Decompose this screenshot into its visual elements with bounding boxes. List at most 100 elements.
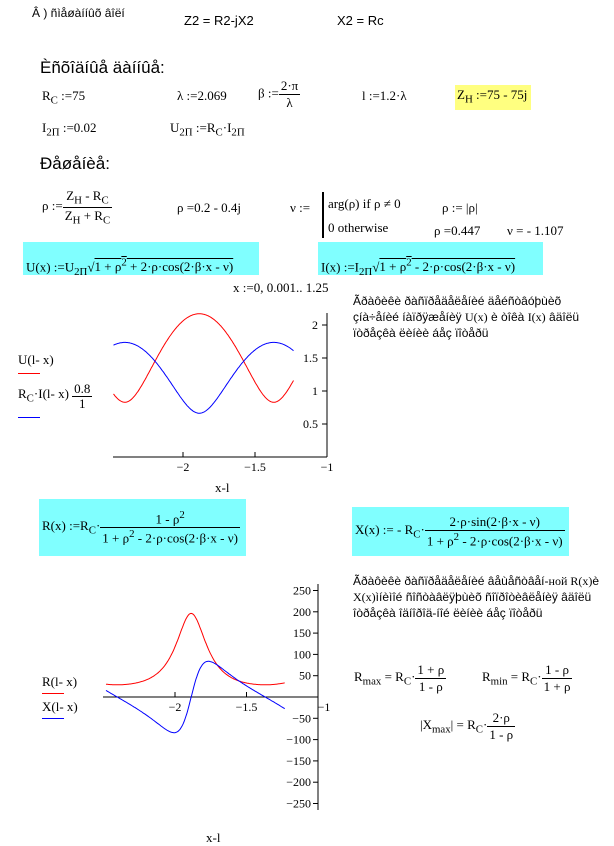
x-den: 1 + ρ2 - 2·ρ·cos(2·β·x - ν)	[426, 530, 563, 549]
plot2-xtick-label: −1.5	[236, 700, 258, 714]
xmax-lhs: |Xmax| = RC·	[420, 717, 488, 737]
legend-i-line	[18, 417, 40, 418]
r-lhs: R(x) :=RC·	[42, 518, 101, 537]
x-num: 2·ρ·sin(2·β·x - ν)	[424, 514, 565, 531]
plot1-ytick-label: 1.5	[303, 351, 318, 365]
solution-heading: Ðåøåíèå:	[40, 154, 110, 173]
xmax-fraction: 2·ρ 1 - ρ	[487, 710, 516, 743]
rmin-num: 1 - ρ	[541, 662, 573, 679]
r-num: 1 - ρ2	[100, 509, 240, 528]
l-def[interactable]: l :=1.2·λ	[362, 88, 407, 103]
plot2-series-r	[105, 612, 285, 686]
xmax-den: 1 - ρ	[489, 727, 514, 742]
legend-r: R(l- x)	[42, 674, 78, 689]
i-function-def[interactable]: I(x) :=I2П√1 + ρ2 - 2·ρ·cos(2·β·x - ν)	[318, 242, 543, 278]
plot1-xtick-label: −2	[177, 460, 190, 474]
legend-i: RC·I(l- x)	[18, 386, 69, 405]
plot2-xtick-label: −1	[318, 700, 331, 714]
plot2-ytick-label: −100	[286, 733, 311, 747]
xmax-formula: |Xmax| = RC· 2·ρ 1 - ρ	[420, 710, 516, 743]
plot1-xtick-label: −1.5	[244, 460, 266, 474]
plot2-ytick-label: −150	[286, 754, 311, 768]
legend-u: U(l- x)	[18, 352, 54, 367]
rx-plot-note: Ãðàôèêè ðàñïðåäåëåíèé âåùåñòâåí-ной R(x)…	[353, 574, 600, 620]
rho-fraction: ZH - RC ZH + RC	[62, 188, 113, 227]
zh-def[interactable]: ZH :=75 - 75j	[455, 85, 532, 110]
plot1-xlabel: x-l	[215, 480, 230, 495]
xmax-num: 2·ρ	[487, 710, 516, 727]
legend-r-line	[42, 693, 64, 694]
x-function-def[interactable]: X(x) := - RC· 2·ρ·sin(2·β·x - ν) 1 + ρ2 - …	[352, 507, 569, 556]
rho-def[interactable]: ρ := ZH - RC ZH + RC	[42, 188, 113, 227]
plot2-ytick-label: 50	[299, 669, 311, 683]
rmax-num: 1 + ρ	[415, 662, 447, 679]
plot1-ytick-label: 1	[312, 384, 318, 398]
rmin-den: 1 + ρ	[543, 679, 571, 694]
legend-k: 0.8 1	[72, 381, 93, 411]
rmin-lhs: Rmin = RC·	[482, 669, 542, 689]
nu-value: ν = - 1.107	[507, 223, 564, 238]
plot2-ytick-label: −200	[286, 775, 311, 789]
header-variant: Â ) ñìåøàííûõ âîëí	[32, 6, 125, 20]
beta-den: λ	[286, 95, 293, 110]
plot2-xtick-label: −2	[169, 700, 182, 714]
nu-case1: arg(ρ) if ρ ≠ 0	[328, 196, 401, 211]
rmax-lhs: Rmax = RC·	[354, 669, 416, 689]
given-heading: Èñõîäíûå äàííûå:	[40, 58, 165, 77]
plot2-ytick-label: −250	[286, 797, 311, 811]
i2p-def[interactable]: I2П :=0.02	[42, 120, 97, 139]
plot2-ytick-label: 100	[293, 647, 311, 661]
legend-u-line	[18, 373, 40, 374]
legend-x: X(l- x)	[42, 699, 78, 714]
u-function-def[interactable]: U(x) :=U2П√1 + ρ2 + 2·ρ·cos(2·β·x - ν)	[23, 242, 259, 278]
beta-lhs: β :=	[258, 85, 279, 101]
legend-x-line	[42, 718, 64, 719]
plot1-series-i	[113, 341, 294, 414]
rc-def[interactable]: RC :=75	[42, 88, 86, 107]
plot2-ytick-label: 150	[293, 626, 311, 640]
beta-num: 2·π	[278, 78, 301, 95]
rho-abs-value: ρ =0.447	[434, 223, 481, 238]
beta-def[interactable]: β := 2·π λ	[258, 78, 301, 111]
rho-num: ZH - RC	[62, 188, 113, 208]
beta-fraction: 2·π λ	[278, 78, 301, 111]
lambda-def[interactable]: λ :=2.069	[177, 88, 227, 103]
r-den: 1 + ρ2 - 2·ρ·cos(2·β·x - ν)	[102, 528, 238, 546]
rho-den: ZH + RC	[64, 207, 111, 227]
plot1-ytick-label: 0.5	[303, 417, 318, 431]
plot2-legend: R(l- x) X(l- x)	[42, 675, 78, 719]
r-function-def[interactable]: R(x) :=RC· 1 - ρ2 1 + ρ2 - 2·ρ·cos(2·β·x -…	[39, 499, 246, 556]
nu-case2: 0 otherwise	[328, 220, 389, 235]
plot1-legend: U(l- x) RC·I(l- x) 0.8 1	[18, 352, 93, 418]
legend-k-den: 1	[79, 396, 86, 411]
rho-value: ρ =0.2 - 0.4j	[177, 200, 242, 215]
r-fraction: 1 - ρ2 1 + ρ2 - 2·ρ·cos(2·β·x - ν)	[100, 509, 240, 547]
nu-lhs: ν :=	[290, 200, 311, 215]
plot2-ytick-label: 250	[293, 584, 311, 598]
plot1-ytick-label: 2	[312, 318, 318, 332]
header-z2: Z2 = R2-jX2	[184, 13, 254, 28]
nu-cases[interactable]: arg(ρ) if ρ ≠ 0 0 otherwise	[322, 192, 401, 238]
rho-abs-def[interactable]: ρ := |ρ|	[442, 200, 478, 215]
plot1-series-u	[113, 313, 294, 403]
plot2-series-x	[105, 660, 285, 734]
plot2-ytick-label: −50	[292, 711, 311, 725]
x-lhs: X(x) := - RC·	[355, 522, 425, 541]
plot2-ytick-label: 200	[293, 605, 311, 619]
rho-lhs: ρ :=	[42, 198, 63, 214]
u2p-def[interactable]: U2П :=RC·I2П	[170, 120, 245, 139]
header-x2: X2 = Rc	[337, 13, 384, 28]
ui-plot-note: Ãðàôèêè ðàñïðåäåëåíèé äåéñòâóþùèõ çíà÷åí…	[353, 294, 580, 340]
plot1-xtick-label: −1	[321, 460, 334, 474]
plot2-xlabel: x-l	[206, 830, 221, 845]
legend-k-num: 0.8	[72, 381, 93, 397]
rmax-den: 1 - ρ	[418, 679, 443, 694]
x-range-def[interactable]: x :=0, 0.001.. 1.25	[233, 280, 329, 295]
x-fraction: 2·ρ·sin(2·β·x - ν) 1 + ρ2 - 2·ρ·cos(2·β·x…	[424, 514, 565, 549]
